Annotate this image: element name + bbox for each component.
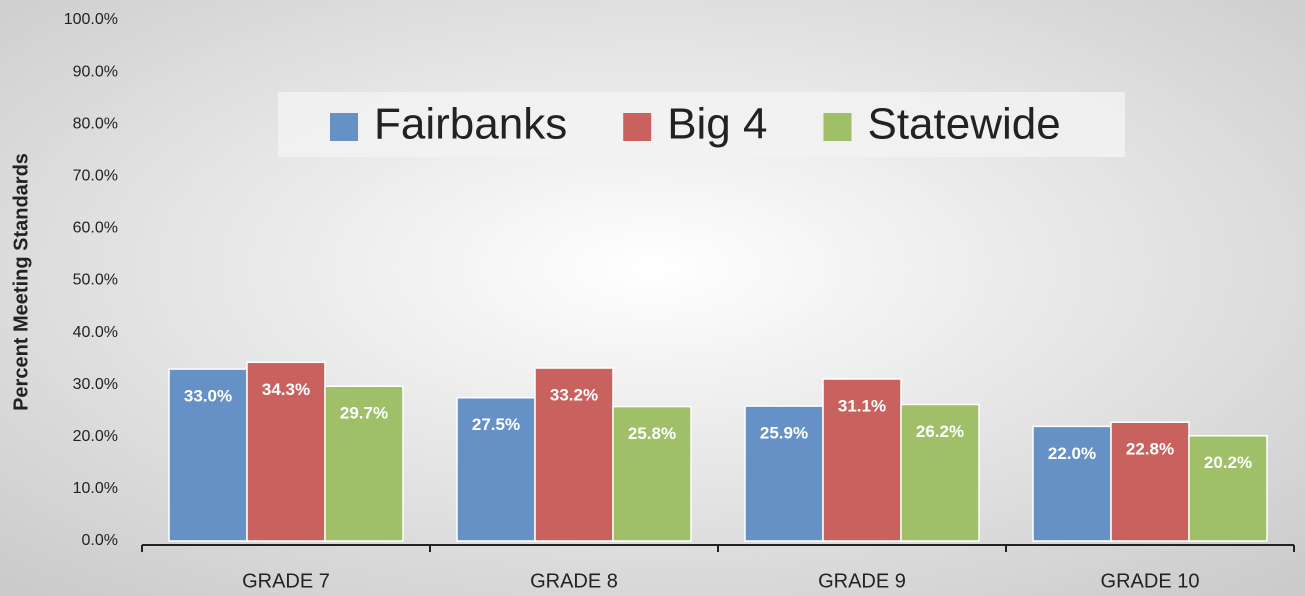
value-label: 22.0% bbox=[1048, 444, 1096, 463]
y-tick-label: 80.0% bbox=[73, 115, 118, 132]
x-tick-label: GRADE 7 bbox=[242, 570, 330, 592]
y-tick-label: 70.0% bbox=[73, 168, 118, 185]
y-tick-label: 90.0% bbox=[73, 63, 118, 80]
y-tick-label: 30.0% bbox=[73, 376, 118, 393]
bar bbox=[456, 396, 536, 542]
legend-label: Fairbanks bbox=[374, 100, 567, 149]
value-label: 33.0% bbox=[184, 387, 232, 406]
bar bbox=[534, 367, 614, 542]
x-tick-label: GRADE 8 bbox=[530, 570, 618, 592]
bar bbox=[1110, 421, 1190, 542]
bar bbox=[612, 405, 692, 542]
value-label: 33.2% bbox=[550, 386, 598, 405]
legend-label: Statewide bbox=[867, 100, 1060, 149]
bar bbox=[900, 403, 980, 542]
value-label: 34.3% bbox=[262, 380, 310, 399]
legend-box bbox=[278, 92, 1125, 157]
legend-swatch bbox=[623, 113, 652, 141]
y-tick-label: 10.0% bbox=[73, 480, 118, 497]
bar bbox=[1032, 425, 1112, 542]
value-label: 22.8% bbox=[1126, 440, 1174, 459]
y-tick-label: 60.0% bbox=[73, 220, 118, 237]
y-tick-label: 100.0% bbox=[64, 11, 118, 28]
value-label: 25.9% bbox=[760, 424, 808, 443]
bar bbox=[168, 368, 248, 542]
bar bbox=[1188, 435, 1268, 542]
value-label: 31.1% bbox=[838, 396, 886, 415]
y-tick-label: 50.0% bbox=[73, 272, 118, 289]
y-tick-label: 20.0% bbox=[73, 428, 118, 445]
bar bbox=[744, 405, 824, 542]
bar bbox=[324, 385, 404, 542]
value-label: 29.7% bbox=[340, 404, 388, 423]
value-label: 27.5% bbox=[472, 415, 520, 434]
x-tick-label: GRADE 10 bbox=[1101, 570, 1200, 592]
value-label: 25.8% bbox=[628, 424, 676, 443]
legend-swatch bbox=[330, 113, 358, 141]
legend-swatch bbox=[823, 113, 852, 141]
legend-label: Big 4 bbox=[667, 100, 767, 149]
x-tick-label: GRADE 9 bbox=[818, 570, 906, 592]
y-axis-title: Percent Meeting Standards bbox=[10, 153, 32, 411]
y-tick-label: 40.0% bbox=[73, 324, 118, 341]
y-tick-label: 0.0% bbox=[82, 532, 118, 549]
bar bbox=[822, 378, 902, 542]
value-label: 20.2% bbox=[1204, 453, 1252, 472]
value-label: 26.2% bbox=[916, 422, 964, 441]
